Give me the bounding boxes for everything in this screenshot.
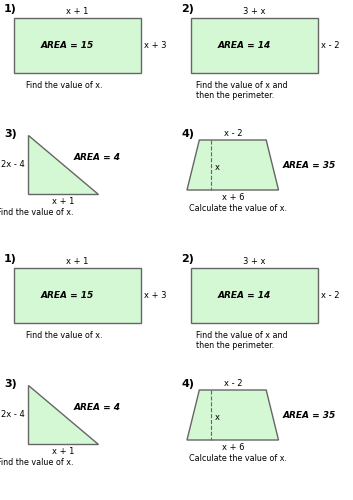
Text: Find the value of x.: Find the value of x.: [0, 458, 73, 467]
Text: 3): 3): [4, 129, 17, 139]
Text: x + 1: x + 1: [52, 447, 74, 456]
Text: 2x - 4: 2x - 4: [1, 410, 25, 419]
Polygon shape: [28, 385, 98, 444]
Bar: [14, 268, 141, 322]
Bar: [191, 268, 318, 322]
Text: x - 2: x - 2: [223, 129, 242, 138]
Text: x + 6: x + 6: [222, 443, 244, 452]
Text: AREA = 14: AREA = 14: [217, 40, 271, 50]
Text: AREA = 4: AREA = 4: [74, 153, 121, 162]
Text: Find the value of x and
then the perimeter.: Find the value of x and then the perimet…: [196, 330, 287, 350]
Bar: [191, 18, 318, 72]
Text: Calculate the value of x.: Calculate the value of x.: [189, 454, 287, 463]
Text: x: x: [214, 163, 219, 172]
Bar: [14, 18, 141, 72]
Text: Find the value of x.: Find the value of x.: [26, 80, 103, 90]
Text: 3 + x: 3 + x: [243, 256, 265, 266]
Text: AREA = 15: AREA = 15: [41, 290, 94, 300]
Text: 2x - 4: 2x - 4: [1, 160, 25, 169]
Text: x + 1: x + 1: [66, 6, 89, 16]
Text: 4): 4): [181, 379, 194, 389]
Text: Find the value of x.: Find the value of x.: [26, 330, 103, 340]
Text: x - 2: x - 2: [223, 379, 242, 388]
Polygon shape: [187, 140, 279, 190]
Text: 4): 4): [181, 129, 194, 139]
Text: AREA = 4: AREA = 4: [74, 403, 121, 412]
Text: AREA = 35: AREA = 35: [282, 410, 336, 420]
Text: 3): 3): [4, 379, 17, 389]
Text: x - 2: x - 2: [321, 40, 339, 50]
Text: 2): 2): [181, 254, 194, 264]
Text: AREA = 15: AREA = 15: [41, 40, 94, 50]
Text: x + 3: x + 3: [144, 290, 166, 300]
Text: x + 3: x + 3: [144, 40, 166, 50]
Text: 3 + x: 3 + x: [243, 6, 265, 16]
Text: AREA = 14: AREA = 14: [217, 290, 271, 300]
Text: x + 6: x + 6: [222, 193, 244, 202]
Text: 1): 1): [4, 254, 17, 264]
Text: AREA = 35: AREA = 35: [282, 160, 336, 170]
Text: x + 1: x + 1: [66, 256, 89, 266]
Text: 2): 2): [181, 4, 194, 14]
Text: x - 2: x - 2: [321, 290, 339, 300]
Polygon shape: [187, 390, 279, 440]
Polygon shape: [28, 135, 98, 194]
Text: Find the value of x and
then the perimeter.: Find the value of x and then the perimet…: [196, 80, 287, 100]
Text: x + 1: x + 1: [52, 196, 74, 206]
Text: 1): 1): [4, 4, 17, 14]
Text: Find the value of x.: Find the value of x.: [0, 208, 73, 217]
Text: Calculate the value of x.: Calculate the value of x.: [189, 204, 287, 213]
Text: x: x: [214, 413, 219, 422]
